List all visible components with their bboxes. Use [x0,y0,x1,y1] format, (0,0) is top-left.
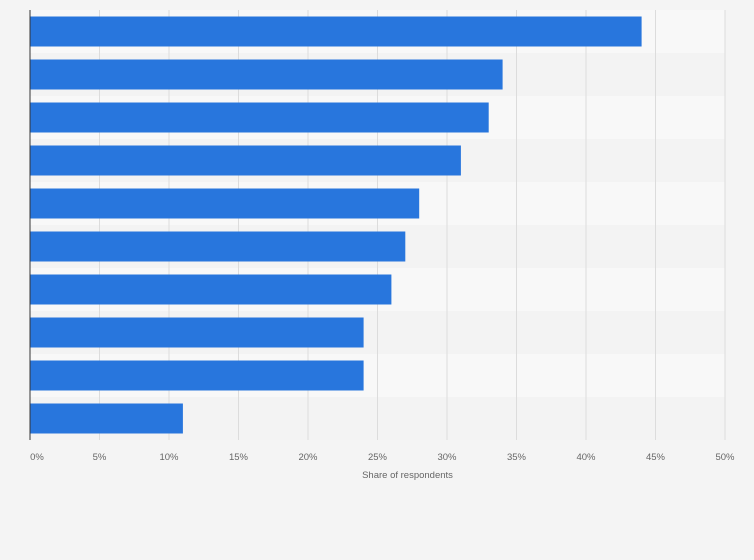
x-tick-label: 10% [159,452,179,463]
bars [30,16,642,434]
bar [30,59,503,90]
x-tick-label: 15% [229,452,249,463]
bar [30,274,392,305]
bar [30,188,420,219]
x-axis-title: Share of respondents [362,470,453,481]
x-tick-label: 25% [368,452,388,463]
x-tick-label: 0% [30,452,44,463]
bar [30,360,364,391]
bar [30,16,642,47]
bar [30,145,461,176]
x-tick-label: 20% [298,452,318,463]
x-tick-label: 35% [507,452,527,463]
x-tick-label: 30% [437,452,457,463]
x-tick-labels: 0% 5% 10% 15% 20% 25% 30% 35% 40% 45% 50% [30,452,735,463]
x-tick-label: 5% [93,452,107,463]
bar [30,317,364,348]
x-tick-label: 45% [646,452,666,463]
bar [30,231,406,262]
x-tick-label: 40% [576,452,596,463]
bar [30,403,183,434]
bar [30,102,489,133]
x-tick-label: 50% [715,452,735,463]
